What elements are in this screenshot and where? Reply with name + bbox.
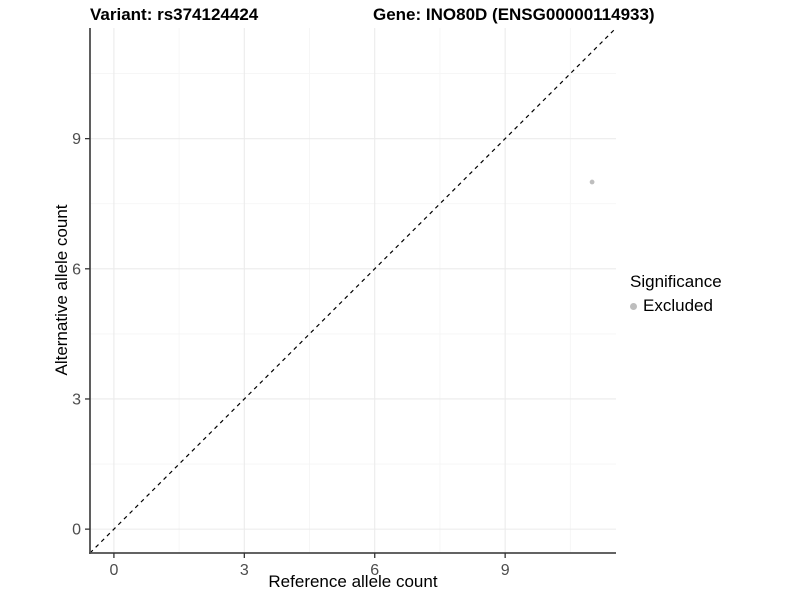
legend: Significance Excluded xyxy=(630,272,722,316)
identity-reference-line xyxy=(89,27,617,554)
y-tick-label: 6 xyxy=(72,261,81,278)
y-tick-label: 9 xyxy=(72,131,81,148)
x-tick-label: 3 xyxy=(240,562,249,579)
y-axis-title: Alternative allele count xyxy=(52,204,71,376)
legend-title: Significance xyxy=(630,272,722,291)
y-tick-label: 3 xyxy=(72,391,81,408)
x-tick-label: 9 xyxy=(501,562,510,579)
legend-item-excluded: Excluded xyxy=(630,296,722,316)
legend-item-label: Excluded xyxy=(643,296,713,315)
variant-title: Variant: rs374124424 xyxy=(90,5,259,24)
x-tick-label: 6 xyxy=(370,562,379,579)
x-axis-title: Reference allele count xyxy=(268,572,438,591)
data-point xyxy=(589,179,595,185)
y-tick-label: 0 xyxy=(72,522,81,539)
excluded-point-icon xyxy=(630,302,637,310)
gene-title: Gene: INO80D (ENSG00000114933) xyxy=(373,5,655,24)
x-tick-label: 0 xyxy=(109,562,118,579)
